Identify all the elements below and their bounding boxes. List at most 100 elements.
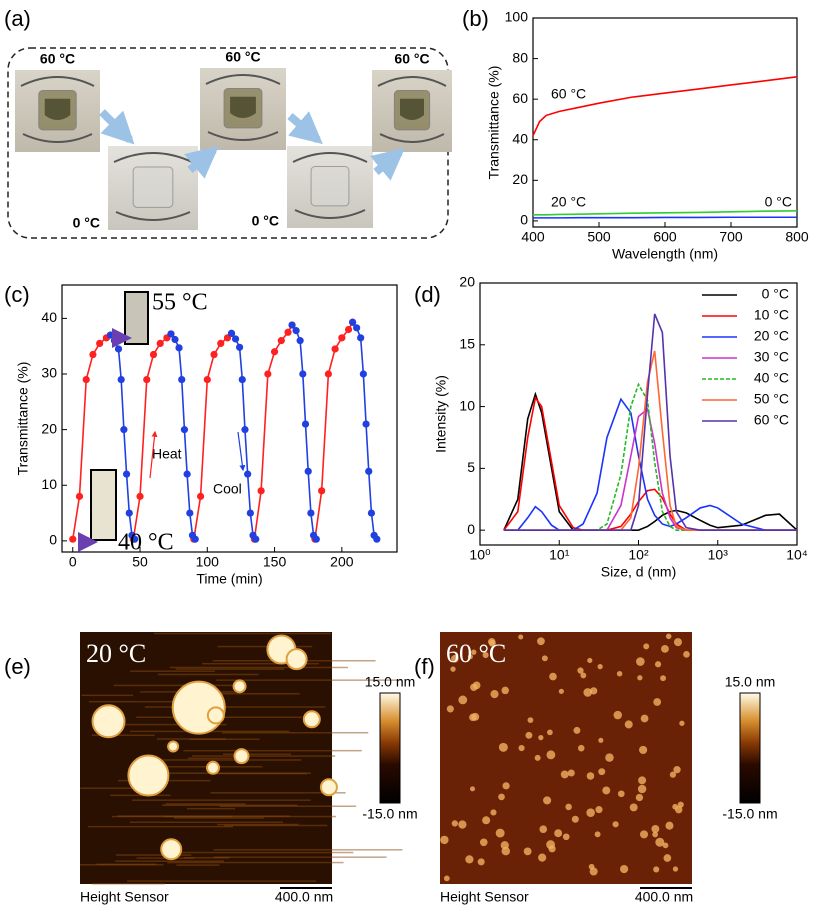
afm-particle xyxy=(490,809,497,816)
afm-particle xyxy=(653,698,662,706)
afm-particle xyxy=(523,847,532,856)
panel-label: (d) xyxy=(414,282,441,307)
data-point xyxy=(235,343,244,351)
scan-streak xyxy=(115,860,224,862)
afm-image xyxy=(440,632,692,884)
afm-particle xyxy=(613,710,622,720)
data-point xyxy=(186,509,194,517)
afm-particle xyxy=(662,842,669,849)
afm-particle xyxy=(651,824,660,833)
data-point xyxy=(252,535,260,543)
scan-streak xyxy=(162,804,298,806)
data-point xyxy=(143,375,151,384)
data-point xyxy=(362,420,370,428)
data-point xyxy=(117,375,125,384)
afm-particle xyxy=(443,875,450,882)
y-tick-label: 0 xyxy=(49,532,57,548)
data-point xyxy=(96,339,104,348)
data-point xyxy=(257,487,265,495)
data-point xyxy=(183,470,191,478)
data-point xyxy=(301,420,310,428)
x-tick-label: 10² xyxy=(628,547,649,563)
x-tick-label: 50 xyxy=(132,554,148,570)
afm-particle xyxy=(167,740,180,753)
afm-particle xyxy=(458,695,468,705)
x-tick-label: 10¹ xyxy=(549,547,570,563)
x-axis-label: Wavelength (nm) xyxy=(612,246,718,262)
data-point xyxy=(231,335,240,343)
data-point xyxy=(89,350,97,359)
series-label: 20 °C xyxy=(551,194,586,210)
scan-streak xyxy=(183,749,362,752)
panel-label: (c) xyxy=(4,282,30,307)
data-point xyxy=(331,345,339,353)
afm-particle xyxy=(586,772,595,780)
series-line xyxy=(532,76,798,137)
data-point xyxy=(270,348,279,356)
scan-streak xyxy=(187,807,236,810)
scan-streak xyxy=(184,857,230,859)
afm-particle xyxy=(675,805,683,814)
scan-streak xyxy=(202,662,320,665)
photo-temperature: 60 °C xyxy=(225,49,260,65)
series-line xyxy=(503,391,798,531)
afm-particle xyxy=(653,866,660,873)
series-label: 0 °C xyxy=(765,194,792,210)
scan-streak xyxy=(144,706,326,708)
data-point xyxy=(82,375,90,384)
data-point xyxy=(75,492,84,500)
color-bar xyxy=(379,692,401,804)
panel-label: (b) xyxy=(462,6,489,31)
afm-particle xyxy=(683,651,690,658)
afm-particle xyxy=(598,768,606,776)
afm-particle xyxy=(673,765,681,774)
scan-streak xyxy=(96,863,157,866)
x-tick-label: 150 xyxy=(263,554,287,570)
scan-streak xyxy=(129,821,284,824)
x-tick-label: 10³ xyxy=(708,547,729,563)
legend-label: 40 °C xyxy=(754,370,789,386)
y-tick-label: 20 xyxy=(41,420,57,436)
afm-particle xyxy=(465,855,474,864)
afm-particle xyxy=(538,734,544,741)
vial-photo xyxy=(124,291,149,345)
scan-streak xyxy=(80,787,155,789)
scan-streak xyxy=(222,731,369,734)
afm-particle xyxy=(458,820,467,829)
afm-particle xyxy=(467,654,473,660)
data-point xyxy=(114,345,123,353)
y-tick-label: 0 xyxy=(467,521,475,537)
afm-particle xyxy=(587,657,593,664)
scan-streak xyxy=(217,823,299,826)
scale-bar-label: 400.0 nm xyxy=(275,889,333,905)
series-line xyxy=(533,209,798,216)
data-point xyxy=(288,321,296,329)
color-bar-max: 15.0 nm xyxy=(725,674,776,690)
afm-particle xyxy=(548,845,556,853)
scan-streak xyxy=(153,632,331,635)
heat-arrow xyxy=(149,430,158,479)
legend-label: 0 °C xyxy=(762,286,789,302)
afm-particle xyxy=(469,713,477,722)
x-tick-label: 100 xyxy=(196,554,220,570)
scan-streak xyxy=(88,700,213,703)
afm-particle xyxy=(539,825,548,834)
afm-temperature: 60 °C xyxy=(446,639,506,668)
afm-particle xyxy=(127,754,170,797)
afm-particle xyxy=(498,793,505,801)
afm-particle xyxy=(672,866,679,872)
y-tick-label: 10 xyxy=(41,476,57,492)
data-point xyxy=(178,375,186,384)
afm-particle xyxy=(233,748,250,765)
afm-particle xyxy=(518,744,525,752)
scan-streak xyxy=(122,723,227,726)
afm-particle xyxy=(479,838,488,847)
data-point xyxy=(304,467,312,475)
scan-streak xyxy=(167,861,344,864)
y-tick-label: 0 xyxy=(520,212,528,228)
data-point xyxy=(284,328,292,336)
plot-frame xyxy=(61,284,398,553)
y-tick-label: 30 xyxy=(41,365,57,381)
scan-streak xyxy=(219,805,357,808)
